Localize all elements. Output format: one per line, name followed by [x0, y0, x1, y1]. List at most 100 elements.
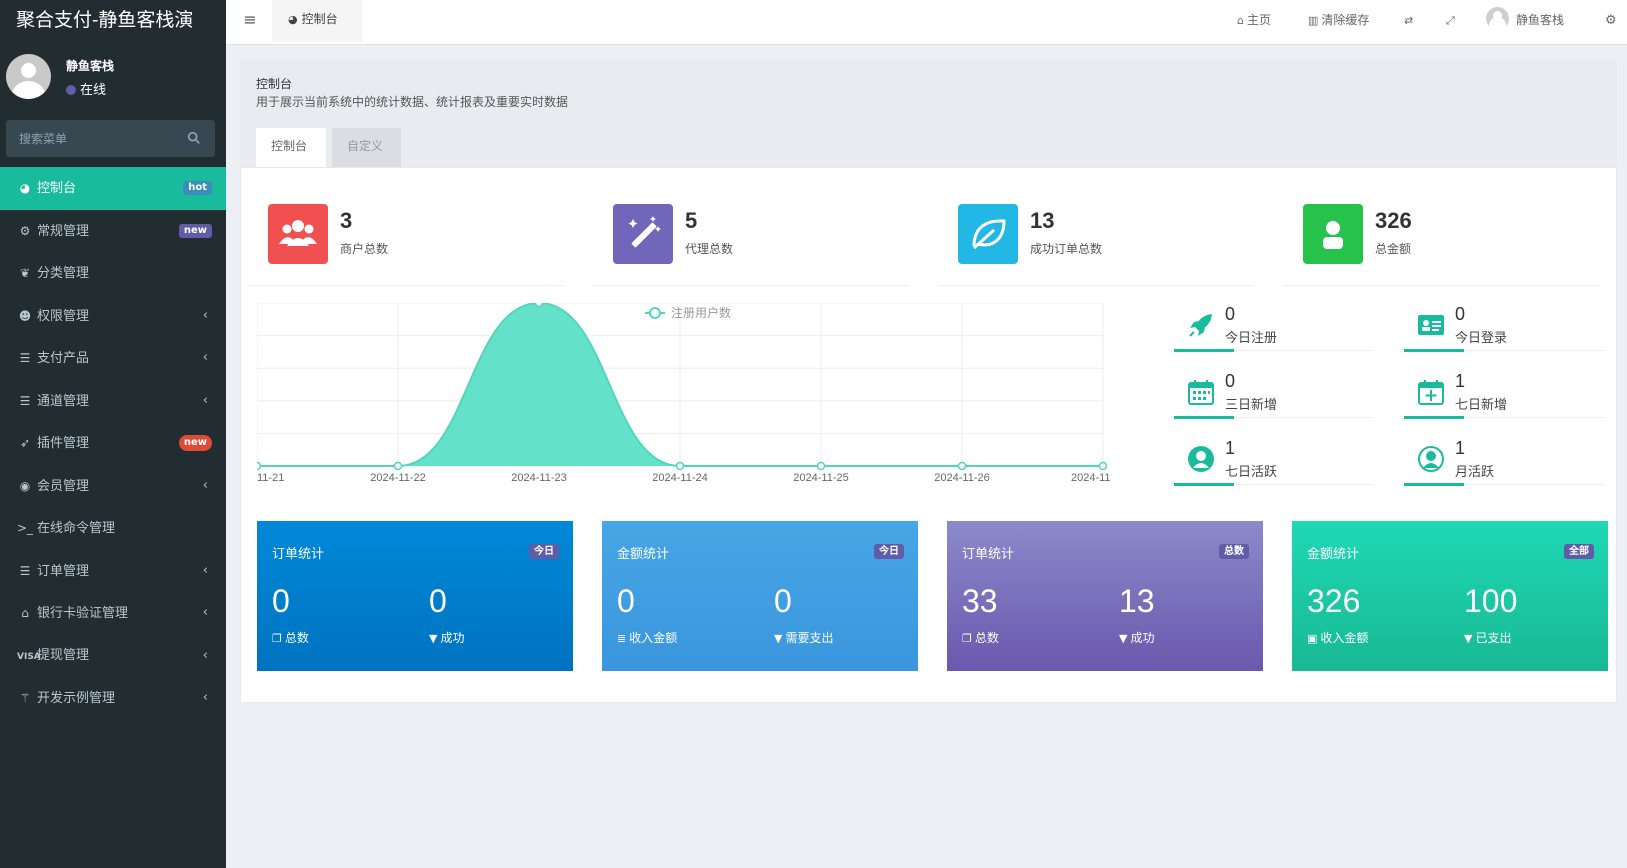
language-button[interactable]: ⇄ — [1404, 0, 1416, 40]
sidebar-item-general[interactable]: ⚙ 常规管理 new — [0, 210, 226, 253]
dashboard-icon: ◕ — [288, 13, 298, 26]
sidebar-item-channel[interactable]: ☰ 通道管理 ‹ — [0, 380, 226, 423]
mini-stat-label: 三日新增 — [1225, 398, 1278, 413]
home-link[interactable]: ⌂ 主页 — [1237, 0, 1271, 40]
stat-agents: 5 代理总数 — [593, 168, 909, 286]
sidebar-item-label: 分类管理 — [37, 266, 90, 281]
card-label-text: 已支出 — [1475, 631, 1512, 645]
fullscreen-button[interactable]: ⤢ — [1446, 0, 1458, 40]
sidebar-item-command[interactable]: >_ 在线命令管理 — [0, 507, 226, 550]
stat-merchants: 3 商户总数 — [248, 168, 564, 286]
sidebar-item-pay-product[interactable]: ☰ 支付产品 ‹ — [0, 337, 226, 380]
sidebar-item-withdraw[interactable]: VISA提现管理 ‹ — [0, 635, 226, 678]
search-input[interactable] — [6, 120, 176, 157]
chevron-left-icon: ‹ — [202, 477, 208, 493]
avatar — [1486, 7, 1509, 30]
bank-icon: ⌂ — [21, 606, 29, 620]
card-badge: 总数 — [1219, 544, 1249, 559]
card-label: ▣ 收入金额 — [1307, 629, 1368, 646]
sidebar-item-dev-example[interactable]: ⚚ 开发示例管理 ‹ — [0, 677, 226, 720]
stat-label: 总金额 — [1375, 242, 1412, 256]
x-tick-label: 2024-11-24 — [652, 472, 707, 483]
card-label-text: 收入金额 — [629, 631, 678, 645]
chevron-left-icon: ‹ — [202, 562, 208, 578]
user-menu[interactable]: 静鱼客栈 — [1486, 0, 1564, 40]
copy-icon: ❐ — [272, 632, 282, 645]
legend-marker — [649, 307, 661, 319]
card-label: ▼ 成功 — [1119, 629, 1154, 646]
clear-cache-button[interactable]: ▥ 清除缓存 — [1308, 0, 1369, 40]
copy-icon: ❐ — [962, 632, 972, 645]
card-title: 金额统计 — [617, 547, 670, 562]
app-brand[interactable]: 聚合支付-静鱼客栈演 — [16, 9, 194, 31]
calendar-plus-icon — [1418, 380, 1444, 405]
card-label-text: 成功 — [1130, 631, 1155, 645]
mini-stat-today-login: 0 今日登录 — [1404, 304, 1604, 370]
dashboard-panel: 3 商户总数 5 代理总数 13 成功订单总数 326 总金额 11-21 202… — [240, 167, 1617, 703]
search-icon[interactable] — [187, 131, 201, 145]
settings-button[interactable]: ⚙ — [1605, 0, 1620, 40]
page-description: 用于展示当前系统中的统计数据、统计报表及重要实时数据 — [256, 95, 569, 109]
tab-custom[interactable]: 自定义 — [332, 128, 401, 167]
hot-badge: hot — [183, 181, 212, 195]
mini-stat-label: 七日新增 — [1455, 398, 1508, 413]
sidebar-menu: ◕ 控制台 hot ⚙ 常规管理 new ❦ 分类管理 ☻ 权限管理 ‹ ☰ 支付产品 ‹ ☰ 通道… — [0, 167, 226, 720]
chevron-left-icon: ‹ — [202, 605, 208, 620]
sidebar-item-dashboard[interactable]: ◕ 控制台 hot — [0, 167, 226, 210]
sidebar-item-plugin[interactable]: ➶ 插件管理 new — [0, 422, 226, 465]
card-amount-all: 金额统计 全部 326 100 ▣ 收入金额 ▼ 已支出 — [1292, 521, 1608, 671]
language-icon: ⇄ — [1404, 14, 1414, 27]
x-tick-label: 2024-11-23 — [511, 472, 566, 483]
sidebar-item-category[interactable]: ❦ 分类管理 — [0, 252, 226, 295]
list-icon: ☰ — [19, 393, 31, 408]
card-title: 订单统计 — [962, 547, 1015, 562]
x-tick-label: 11-21 — [257, 472, 284, 483]
image-icon: ▣ — [1307, 632, 1318, 645]
sidebar-item-label: 支付产品 — [37, 351, 90, 366]
mini-stat-three-day-new: 0 三日新增 — [1174, 371, 1374, 437]
stat-label: 代理总数 — [685, 242, 734, 256]
new-badge: new — [178, 435, 212, 451]
filter-icon: ▼ — [1464, 632, 1473, 645]
data-point — [257, 461, 262, 471]
card-value: 0 — [429, 583, 447, 619]
sidebar-item-label: 会员管理 — [37, 478, 90, 494]
sidebar-item-bank-verify[interactable]: ⌂ 银行卡验证管理 ‹ — [0, 592, 226, 635]
sidebar-item-member[interactable]: ◉ 会员管理 ‹ — [0, 465, 226, 508]
data-point — [957, 461, 967, 471]
users-icon — [268, 204, 328, 264]
series-area — [257, 303, 1103, 466]
trash-icon: ▥ — [1308, 14, 1319, 27]
rocket-icon — [1189, 314, 1212, 337]
menu-toggle-icon[interactable]: ≡ — [243, 10, 257, 29]
card-label-text: 收入金额 — [1320, 631, 1369, 645]
x-tick-label: 2024-11-26 — [934, 472, 989, 483]
mini-stat-value: 1 — [1455, 438, 1466, 458]
data-point — [393, 461, 403, 471]
sidebar-item-auth[interactable]: ☻ 权限管理 ‹ — [0, 295, 226, 338]
mini-stat-monthly-active: 1 月活跃 — [1404, 438, 1604, 504]
x-tick-label: 2024-11-25 — [793, 472, 848, 483]
tab-dashboard-main[interactable]: 控制台 — [256, 128, 326, 167]
card-orders-today: 订单统计 今日 0 0 ❐ 总数 ▼ 成功 — [257, 521, 573, 671]
data-point — [675, 461, 685, 471]
card-label-text: 成功 — [440, 631, 465, 645]
card-value: 0 — [272, 583, 290, 619]
card-value: 0 — [774, 583, 792, 619]
sidebar-item-label: 权限管理 — [37, 308, 90, 324]
fullscreen-icon: ⤢ — [1446, 14, 1455, 27]
data-point — [534, 303, 544, 308]
tab-dashboard[interactable]: ◕ 控制台 — [272, 0, 362, 42]
mini-stat-label: 今日登录 — [1455, 331, 1508, 346]
stat-value: 326 — [1375, 208, 1412, 233]
mini-stat-label: 七日活跃 — [1225, 465, 1278, 480]
filter-icon: ▼ — [774, 632, 783, 645]
card-value: 0 — [617, 583, 635, 619]
card-orders-total: 订单统计 总数 33 13 ❐ 总数 ▼ 成功 — [947, 521, 1263, 671]
sidebar-item-order[interactable]: ☰ 订单管理 ‹ — [0, 550, 226, 593]
stat-value: 5 — [685, 208, 698, 233]
chevron-left-icon: ‹ — [202, 690, 208, 705]
mini-stat-today-register: 0 今日注册 — [1174, 304, 1374, 370]
data-point — [816, 461, 826, 471]
leaf-icon: ❦ — [19, 266, 31, 280]
